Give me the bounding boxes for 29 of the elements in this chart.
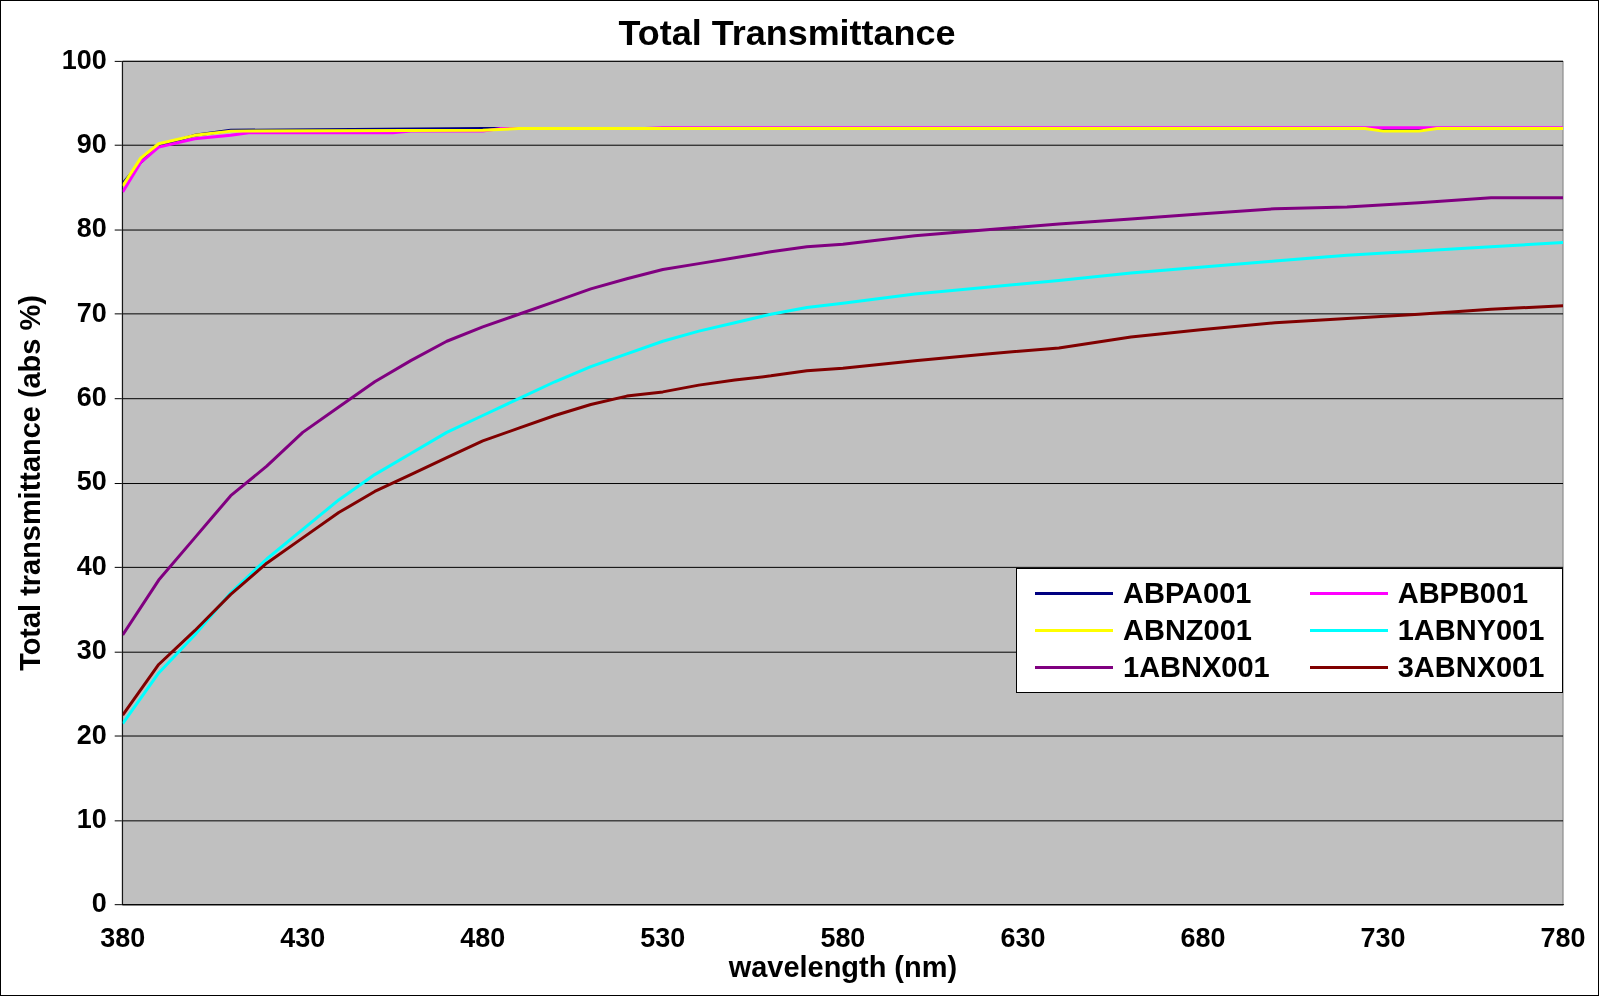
- x-tick-label: 580: [820, 922, 866, 953]
- x-tick-label: 530: [640, 922, 686, 953]
- x-tick-label: 780: [1540, 922, 1586, 953]
- y-axis-title: Total transmittance (abs %): [14, 295, 47, 671]
- y-tick-label: 50: [76, 466, 107, 497]
- x-tick-label: 630: [1000, 922, 1046, 953]
- x-tick-label: 430: [280, 922, 326, 953]
- chart-title: Total Transmittance: [618, 12, 956, 54]
- legend-label: ABPB001: [1397, 576, 1529, 610]
- x-axis-title: wavelength (nm): [727, 950, 958, 983]
- x-tick-label: 480: [460, 922, 506, 953]
- legend-label: 1ABNY001: [1397, 613, 1545, 647]
- legend-label: 3ABNX001: [1397, 650, 1545, 684]
- y-tick-label: 20: [76, 719, 107, 750]
- x-tick-label: 680: [1180, 922, 1226, 953]
- y-tick-label: 60: [76, 382, 107, 413]
- x-tick-label: 730: [1360, 922, 1406, 953]
- y-tick-label: 0: [91, 888, 107, 919]
- y-tick-label: 10: [76, 804, 107, 835]
- y-tick-label: 100: [61, 44, 107, 75]
- legend-label: ABNZ001: [1123, 613, 1252, 647]
- y-tick-label: 30: [76, 635, 107, 666]
- legend-label: ABPA001: [1123, 576, 1252, 610]
- x-tick-label: 380: [100, 922, 146, 953]
- y-tick-label: 40: [76, 550, 107, 581]
- y-tick-label: 90: [76, 128, 107, 159]
- y-tick-label: 80: [76, 213, 107, 244]
- y-tick-label: 70: [76, 297, 107, 328]
- legend-label: 1ABNX001: [1123, 650, 1270, 684]
